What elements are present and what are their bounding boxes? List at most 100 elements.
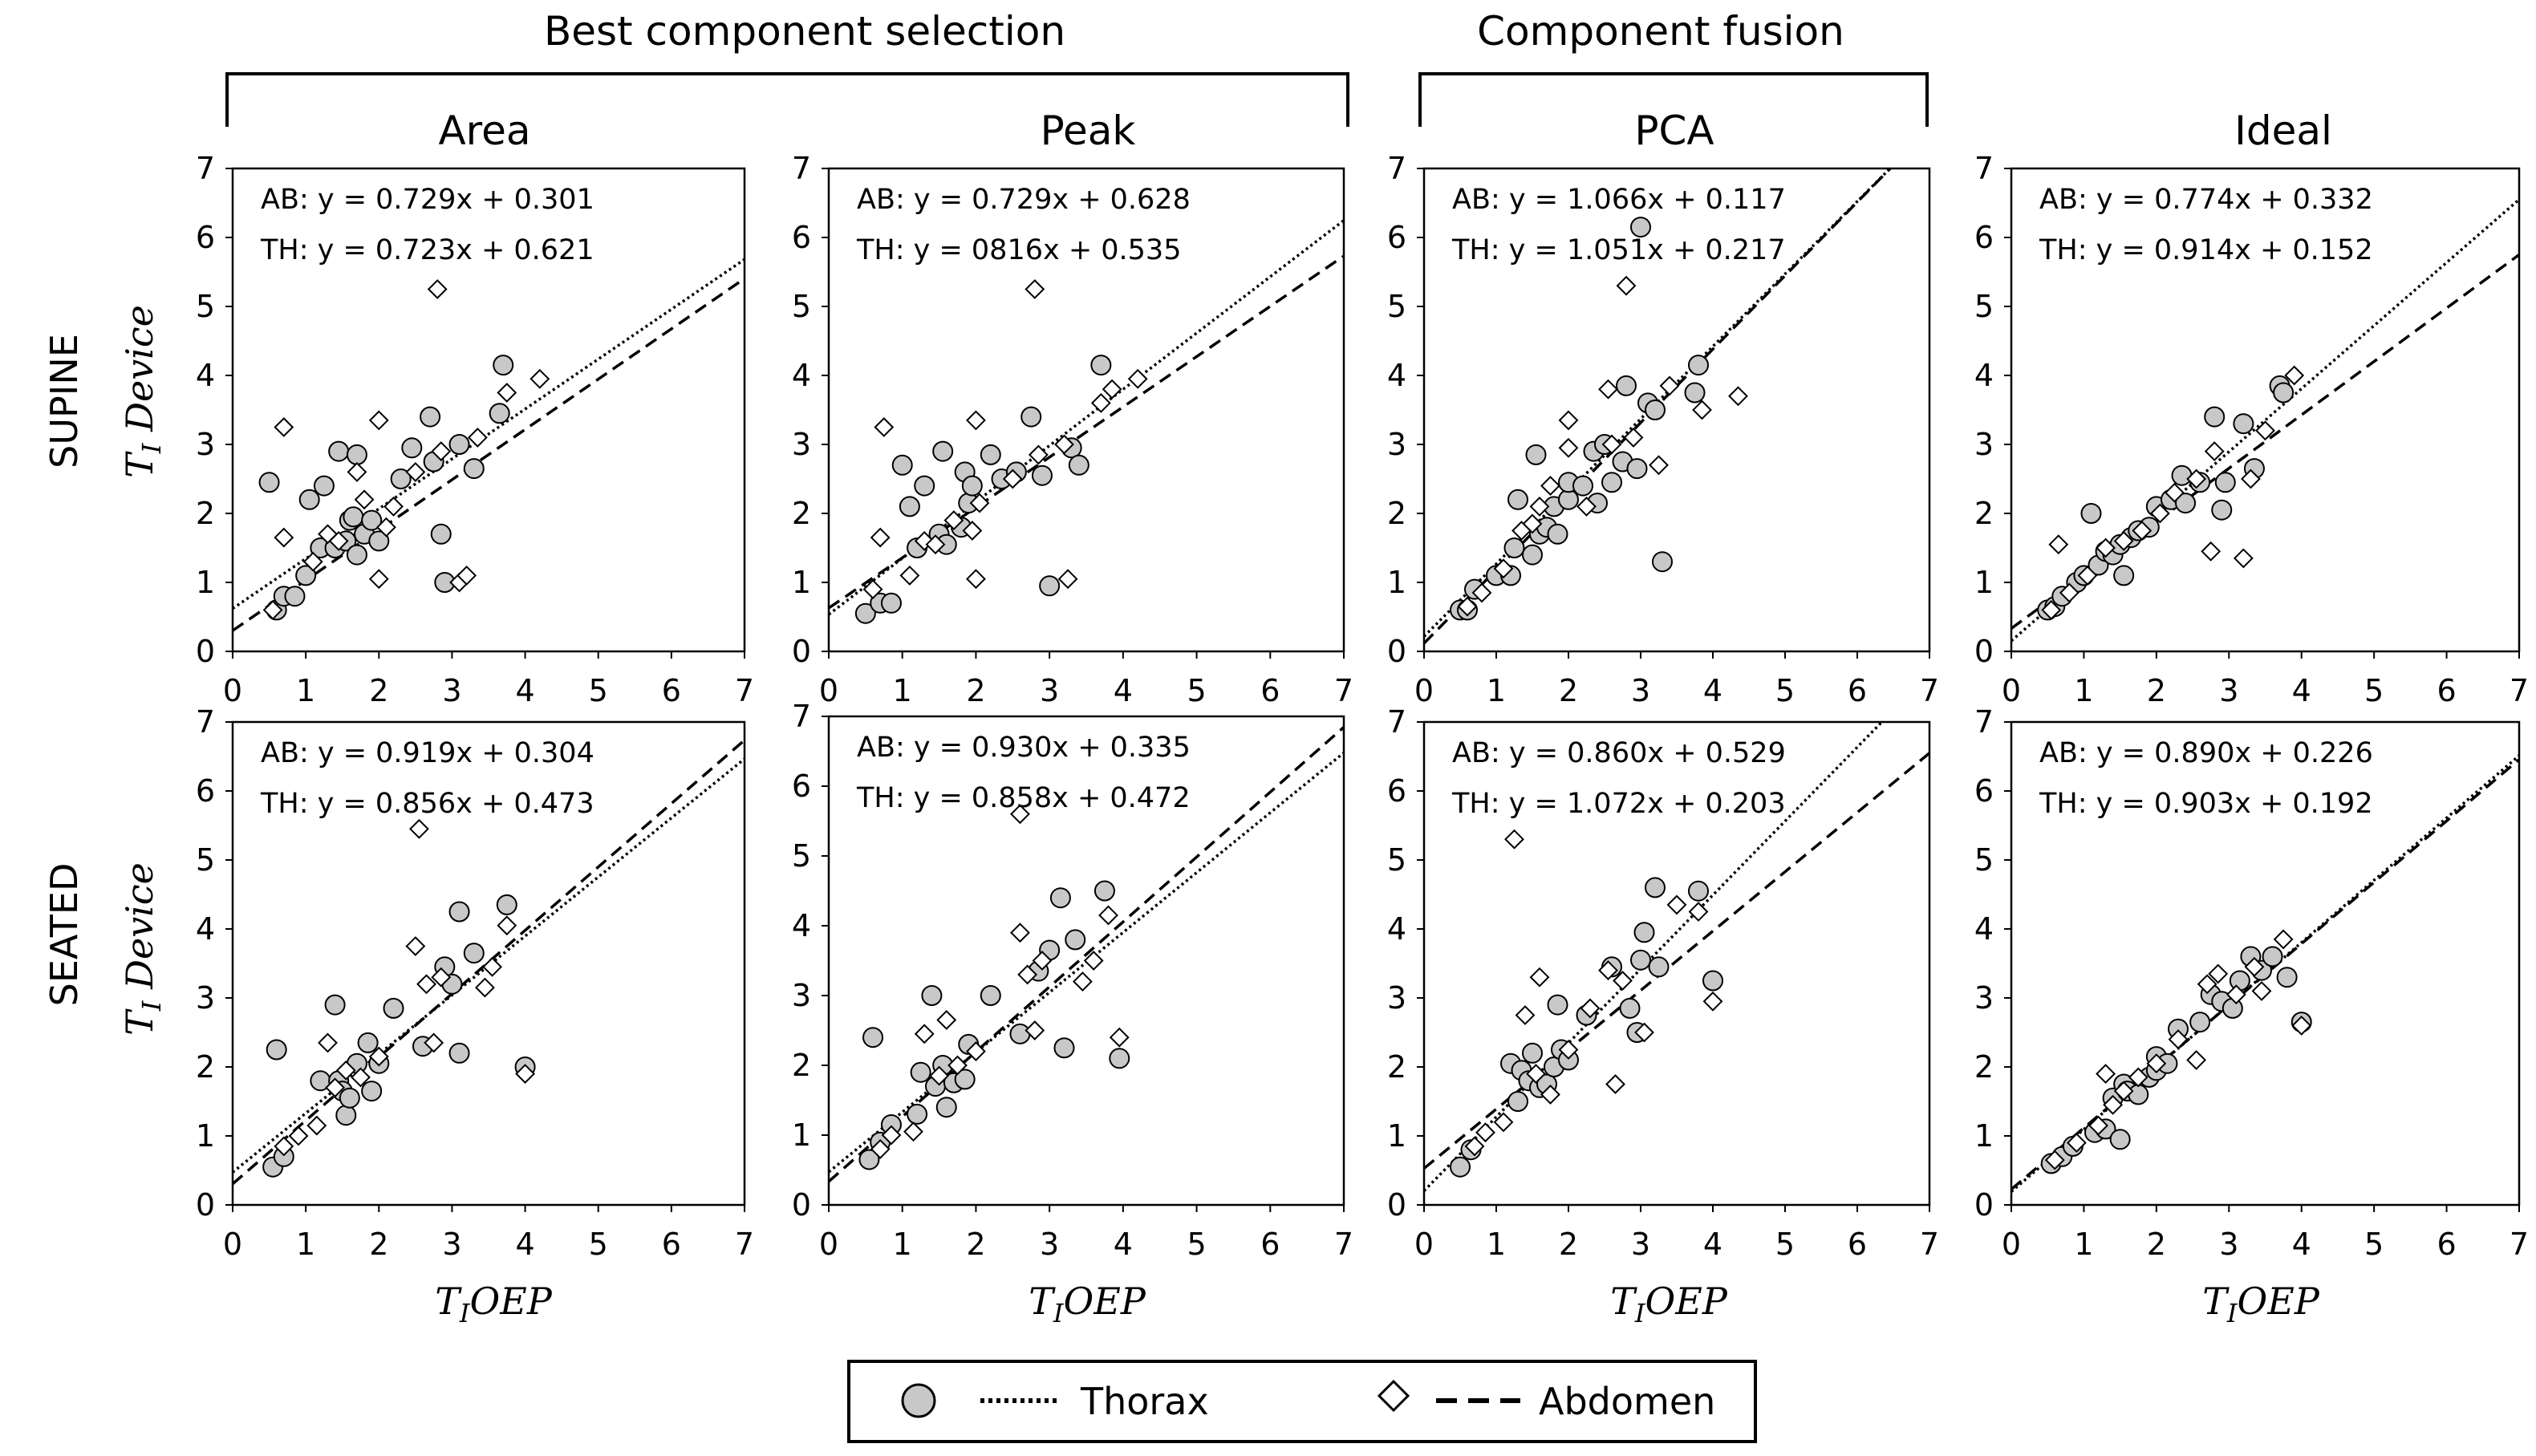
thorax-point — [284, 586, 306, 607]
plot-area — [829, 726, 1344, 1183]
y-tick-label: 1 — [792, 1117, 811, 1153]
abdomen-point — [903, 1121, 923, 1142]
x-tick-label: 2 — [2147, 1227, 2166, 1262]
thorax-point — [2273, 382, 2295, 404]
abdomen-point — [1109, 1027, 1130, 1048]
abdomen-point — [2096, 1064, 2116, 1085]
x-tick-label: 5 — [1775, 673, 1795, 708]
y-tick-label: 1 — [1974, 565, 1994, 600]
abdomen-point — [1515, 1005, 1536, 1025]
thorax-point — [463, 458, 485, 480]
panel-seated-ideal: 0 1 2 3 4 5 6 7 0 1 2 3 4 5 6 7 AB: y = 0.890x + 0.226 TH… — [1974, 704, 2529, 1262]
abdomen-point — [966, 569, 986, 590]
equation-thorax: TH: y = 1.051x + 0.217 — [1451, 234, 1786, 266]
abdomen-point — [2186, 468, 2207, 489]
group-bracket-component-fusion — [1418, 72, 1929, 127]
y-axis-title-sub: I — [136, 442, 167, 454]
thorax-point — [1619, 997, 1641, 1019]
y-axis-title-seated: TI Device — [118, 862, 167, 1036]
abdomen-point — [874, 417, 895, 437]
x-axis-title-main: T — [1029, 1280, 1056, 1323]
thorax-point — [1090, 355, 1112, 376]
y-tick-label: 3 — [792, 427, 811, 462]
abdomen-point — [1728, 386, 1748, 407]
thorax-point — [493, 355, 514, 376]
thorax-point — [914, 475, 935, 497]
thorax-point — [880, 592, 902, 614]
abdomen-point — [943, 510, 964, 531]
x-tick-label: 6 — [1848, 673, 1867, 708]
x-tick-label: 1 — [1487, 673, 1506, 708]
y-tick-label: 5 — [1974, 289, 1994, 324]
y-tick-label: 3 — [1974, 427, 1994, 462]
abdomen-point — [408, 818, 429, 839]
x-tick-label: 2 — [1559, 673, 1578, 708]
x-tick-label: 4 — [1703, 673, 1722, 708]
y-tick-label: 4 — [196, 911, 215, 947]
x-tick-label: 1 — [893, 1227, 912, 1262]
abdomen-point — [482, 956, 502, 977]
y-tick-label: 2 — [1387, 496, 1406, 531]
thorax-point — [346, 444, 367, 465]
thorax-point — [1031, 464, 1053, 486]
x-tick-label: 5 — [589, 1227, 608, 1262]
thorax-point — [921, 985, 943, 1006]
y-tick-label: 6 — [1387, 773, 1406, 809]
legend-thorax-marker — [901, 1383, 936, 1418]
x-tick-label: 4 — [2292, 673, 2311, 708]
thorax-point — [1616, 375, 1637, 396]
equation-thorax: TH: y = 0.723x + 0.621 — [260, 234, 594, 266]
equation-abdomen: AB: y = 0.919x + 0.304 — [261, 737, 594, 769]
abdomen-point — [2113, 1081, 2134, 1101]
abdomen-point — [1471, 582, 1492, 603]
x-axis-title-sub: I — [459, 1298, 471, 1328]
abdomen-point — [1580, 998, 1601, 1019]
legend-box — [847, 1360, 1757, 1443]
y-tick-label: 7 — [196, 151, 215, 186]
abdomen-point — [515, 1064, 535, 1085]
thorax-point — [361, 1081, 383, 1102]
abdomen-point — [1002, 468, 1023, 489]
abdomen-point — [2255, 420, 2275, 441]
x-tick-label: 7 — [1334, 1227, 1353, 1262]
abdomen-point — [431, 441, 452, 462]
x-tick-label: 7 — [735, 1227, 754, 1262]
x-axis-title-main: T — [2202, 1280, 2230, 1323]
thorax-point — [1645, 877, 1666, 898]
x-tick-label: 0 — [819, 673, 838, 708]
thorax-point — [1572, 475, 1593, 497]
abdomen-point — [354, 489, 375, 510]
panel-seated-area: 0 1 2 3 4 5 6 7 0 1 2 3 4 5 6 7 AB: y = 0.919x + 0.304 TH… — [196, 704, 754, 1262]
x-tick-label: 2 — [966, 1227, 985, 1262]
thorax-point — [1522, 544, 1543, 566]
thorax-point — [1684, 382, 1706, 404]
abdomen-point — [1464, 1136, 1485, 1157]
abdomen-point — [966, 1041, 986, 1062]
abdomen-point — [881, 1125, 902, 1146]
x-tick-label: 1 — [2074, 1227, 2093, 1262]
abdomen-point — [1623, 427, 1644, 448]
panel-supine-pca: 0 1 2 3 4 5 6 7 0 1 2 3 4 5 6 7 AB: y = 1.066x + 0.117 TH… — [1387, 151, 1939, 708]
abdomen-point — [456, 565, 477, 586]
abdomen-point — [1649, 455, 1669, 476]
x-axis-title-rest: OEP — [1645, 1280, 1728, 1323]
x-tick-label: 0 — [2002, 1227, 2021, 1262]
abdomen-point — [347, 461, 367, 482]
abdomen-point — [2233, 548, 2254, 569]
x-tick-label: 6 — [662, 1227, 681, 1262]
equation-thorax: TH: y = 0.914x + 0.152 — [2039, 234, 2373, 266]
abdomen-point — [1475, 1122, 1495, 1143]
y-tick-label: 4 — [792, 908, 811, 943]
abdomen-point — [2113, 530, 2134, 551]
x-tick-label: 2 — [369, 673, 388, 708]
abdomen-point — [2077, 565, 2098, 586]
abdomen-point — [2165, 482, 2185, 503]
thorax-point — [1065, 929, 1086, 951]
abdomen-point — [2168, 1029, 2189, 1050]
equation-abdomen: AB: y = 0.890x + 0.226 — [2039, 737, 2373, 769]
thorax-point — [1068, 454, 1089, 476]
abdomen-point — [2201, 541, 2222, 562]
thorax-point — [2204, 406, 2226, 428]
thorax-point — [1525, 444, 1547, 465]
